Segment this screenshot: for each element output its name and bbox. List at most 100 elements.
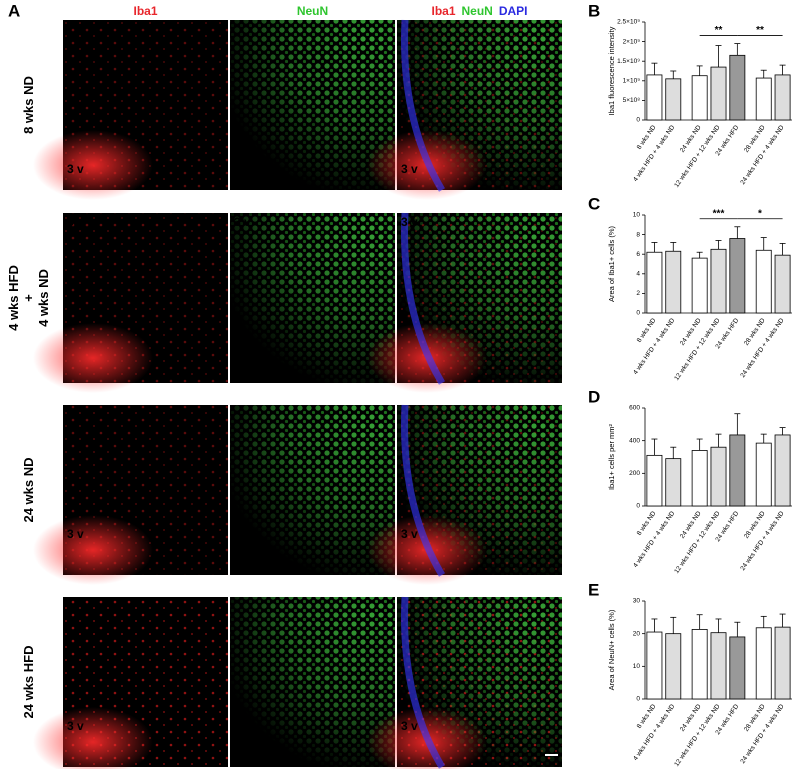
panel-label: E — [588, 580, 599, 599]
bar — [755, 627, 772, 700]
bar — [646, 251, 663, 314]
bar — [665, 250, 682, 314]
channel-label: NeuN — [462, 4, 493, 18]
ventricle-marker: 3 v — [401, 215, 418, 229]
row-label: 24 wks HFD — [21, 646, 36, 719]
y-axis-label: Area of NeuN+ cells (%) — [607, 609, 616, 690]
bar — [729, 636, 746, 700]
y-tick-label: 1.5×10⁹ — [617, 58, 640, 65]
bar — [774, 74, 791, 121]
neun-signal — [397, 597, 562, 767]
y-tick-label: 4 — [636, 271, 640, 278]
ventricle-marker: 3 v — [234, 162, 251, 176]
neun-signal — [397, 405, 562, 575]
y-tick-label: 400 — [629, 437, 640, 444]
bar — [755, 442, 772, 507]
neun-signal — [397, 20, 562, 190]
channel-label: Iba1 — [431, 4, 455, 18]
bar — [729, 434, 746, 507]
panel-label: B — [588, 1, 600, 20]
iba1-cluster — [33, 707, 153, 769]
y-tick-label: 20 — [633, 630, 641, 637]
iba1-cluster — [33, 323, 153, 393]
row-label-line: 24 wks ND — [21, 457, 36, 522]
y-tick-label: 600 — [629, 405, 640, 412]
ventricle-marker: 3 v — [67, 215, 84, 229]
column-header: NeuN — [297, 4, 328, 18]
dapi-signal — [401, 212, 446, 385]
y-axis-label: Iba1+ cells per mm² — [607, 423, 616, 490]
bar — [691, 629, 708, 700]
bar — [755, 77, 772, 121]
neun-signal — [397, 213, 562, 383]
bar — [665, 78, 682, 121]
y-tick-label: 2 — [636, 290, 640, 297]
y-tick-label: 10 — [633, 212, 641, 219]
bar — [774, 254, 791, 314]
y-axis-label: Iba1 fluorescence intensity — [607, 26, 616, 115]
y-tick-label: 0 — [636, 117, 640, 124]
y-tick-label: 200 — [629, 470, 640, 477]
iba1-cluster — [33, 515, 153, 585]
ventricle-marker: 3 v — [67, 162, 84, 176]
bar — [646, 74, 663, 121]
row-label-line: 24 wks HFD — [21, 646, 36, 719]
column-header: Iba1 NeuN DAPI — [431, 4, 527, 18]
y-tick-label: 5×10⁸ — [623, 97, 641, 104]
y-tick-label: 0 — [636, 310, 640, 317]
bar — [665, 633, 682, 700]
bar — [646, 454, 663, 507]
channel-label: NeuN — [297, 4, 328, 18]
significance-label: ** — [756, 25, 764, 36]
significance-label: *** — [713, 208, 725, 219]
dapi-signal — [401, 19, 446, 192]
ventricle-marker: 3 v — [234, 719, 251, 733]
ventricle-marker: 3 v — [234, 215, 251, 229]
row-label: 8 wks ND — [21, 76, 36, 134]
bar — [710, 446, 727, 507]
y-tick-label: 30 — [633, 598, 641, 605]
y-tick-label: 6 — [636, 251, 640, 258]
y-tick-label: 2.5×10⁹ — [617, 19, 640, 26]
y-tick-label: 1×10⁹ — [623, 78, 641, 85]
y-axis-label: Area of Iba1+ cells (%) — [607, 225, 616, 302]
panel-label: D — [588, 387, 600, 406]
bar — [710, 632, 727, 700]
ventricle-marker: 3 v — [401, 719, 418, 733]
bar — [646, 631, 663, 700]
row-label-line: 4 wks HFD — [6, 265, 21, 331]
channel-label: DAPI — [499, 4, 528, 18]
y-tick-label: 0 — [636, 696, 640, 703]
bar — [774, 626, 791, 700]
ventricle-marker: 3 v — [401, 527, 418, 541]
significance-label: ** — [715, 25, 723, 36]
bar — [710, 248, 727, 314]
bar — [691, 450, 708, 507]
bar — [729, 238, 746, 314]
y-tick-label: 8 — [636, 231, 640, 238]
y-tick-label: 0 — [636, 503, 640, 510]
y-tick-label: 2×10⁹ — [623, 38, 641, 45]
bar — [774, 434, 791, 507]
bar — [665, 458, 682, 507]
dapi-signal — [401, 404, 446, 577]
significance-label: * — [758, 208, 762, 219]
bar — [755, 249, 772, 314]
row-label: 4 wks HFD+4 wks ND — [6, 265, 51, 331]
channel-label: Iba1 — [133, 4, 157, 18]
panel-label: A — [8, 1, 20, 20]
bar — [691, 75, 708, 121]
y-tick-label: 10 — [633, 663, 641, 670]
iba1-cluster — [33, 130, 153, 200]
bar — [710, 66, 727, 121]
panel-label: C — [588, 194, 600, 213]
ventricle-marker: 3 v — [67, 719, 84, 733]
ventricle-marker: 3 v — [67, 527, 84, 541]
column-header: Iba1 — [133, 4, 157, 18]
row-label-line: 4 wks ND — [36, 269, 51, 327]
dapi-signal — [401, 596, 446, 769]
ventricle-marker: 3 v — [401, 162, 418, 176]
ventricle-marker: 3 v — [234, 527, 251, 541]
bar — [729, 54, 746, 121]
